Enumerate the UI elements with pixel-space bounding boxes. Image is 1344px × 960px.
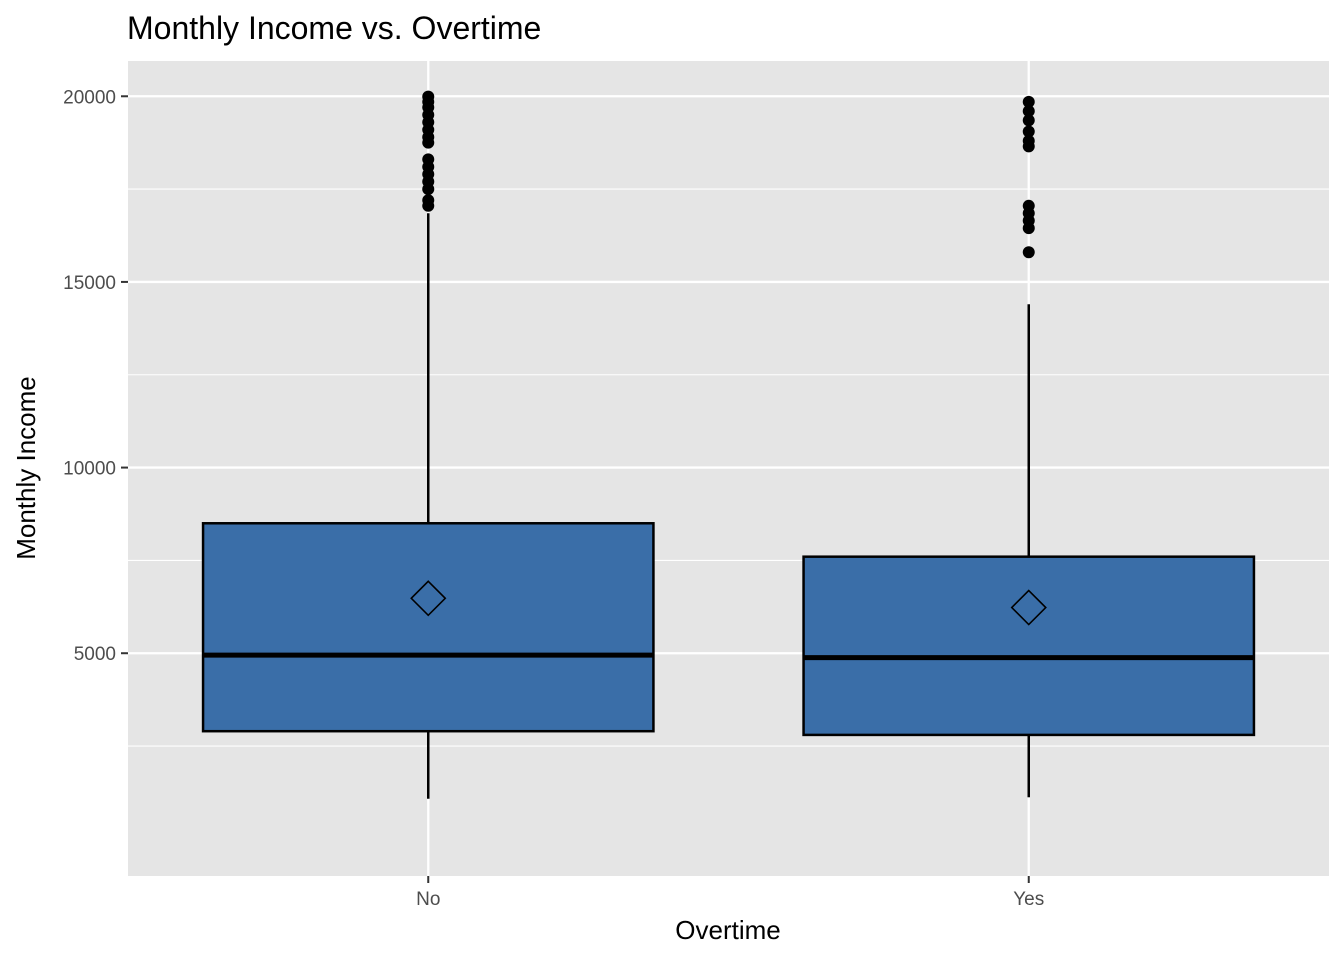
iqr-box [802,555,1256,737]
outlier-point [422,194,435,207]
x-axis-ticks: No Yes [416,876,1044,910]
box-no [201,90,655,799]
outlier-point [1022,125,1035,138]
outlier-point [1022,246,1035,259]
y-tick-label: 5000 [74,644,116,665]
x-axis-title: Overtime [675,915,780,945]
outlier-point [1022,134,1035,147]
chart-title: Monthly Income vs. Overtime [127,10,541,46]
outlier-point [1022,199,1035,212]
outlier-point [1022,114,1035,127]
y-tick-label: 15000 [63,273,116,294]
iqr-box [201,522,655,733]
outlier-point [422,90,435,103]
outlier-point [422,153,435,166]
y-tick-label: 10000 [63,459,116,480]
x-tick-label: No [416,889,440,910]
box-yes [802,95,1256,798]
y-axis-ticks: 5000 10000 15000 20000 [63,87,128,665]
outlier-point [1022,105,1035,118]
y-axis-title: Monthly Income [11,376,41,560]
boxes [201,90,1256,799]
x-tick-label: Yes [1013,889,1044,910]
mean-marker [410,580,447,617]
mean-marker [1010,589,1047,626]
y-tick-label: 20000 [63,87,116,108]
outlier-point [1022,95,1035,108]
